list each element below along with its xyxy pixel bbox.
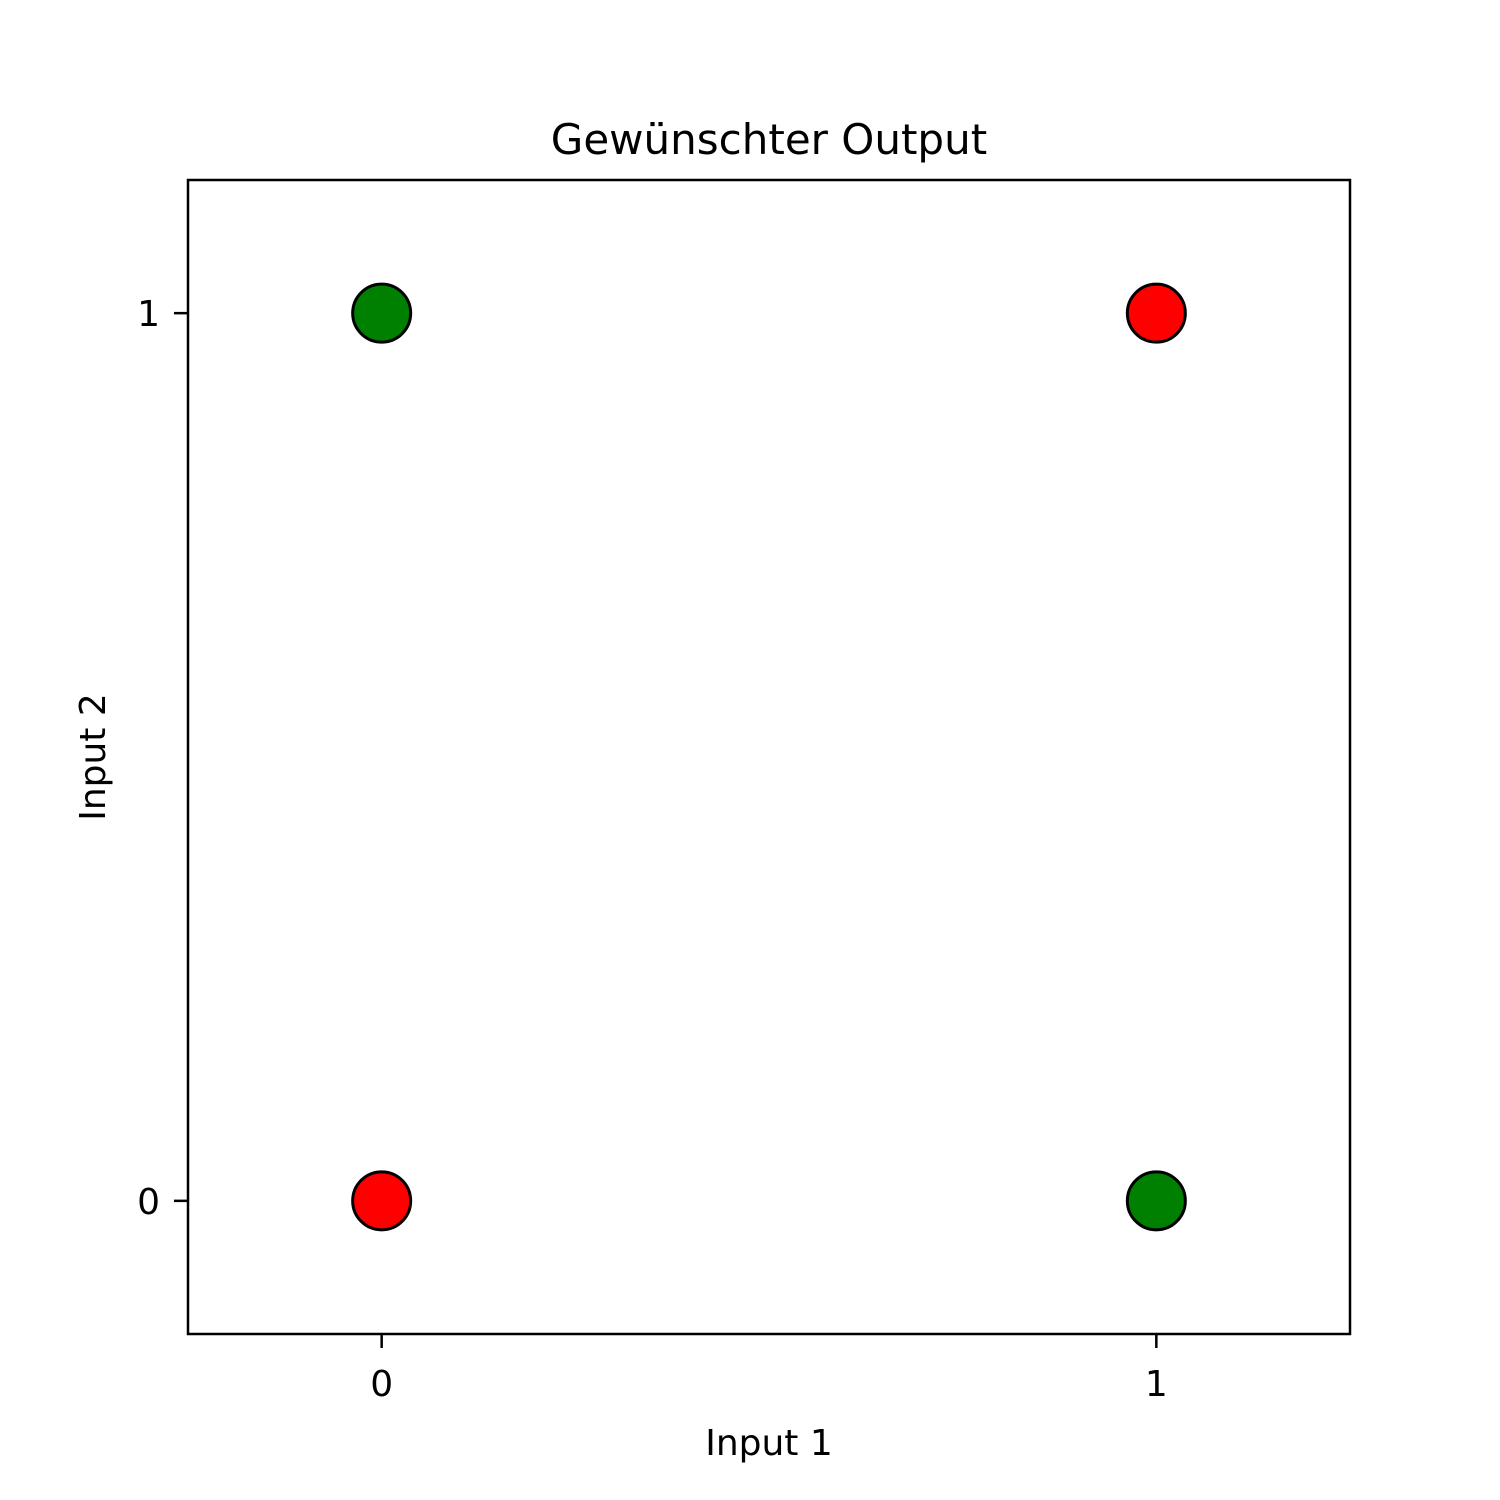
axes-frame [186,178,1352,1336]
chart-title: Gewünschter Output [551,115,987,164]
data-point [351,282,413,344]
y-axis-label: Input 2 [73,693,114,821]
x-tick-label: 1 [1145,1364,1168,1405]
x-tick-label: 0 [370,1364,393,1405]
x-axis-label: Input 1 [705,1423,833,1464]
points-layer [351,282,1187,1232]
data-point [351,1170,413,1232]
data-point [1125,282,1187,344]
plot-area [188,180,1350,1334]
ticks-layer: 0 1 0 1 [137,294,1168,1405]
y-tick-label: 0 [137,1182,160,1223]
y-tick-label: 1 [137,294,160,335]
data-point [1125,1170,1187,1232]
